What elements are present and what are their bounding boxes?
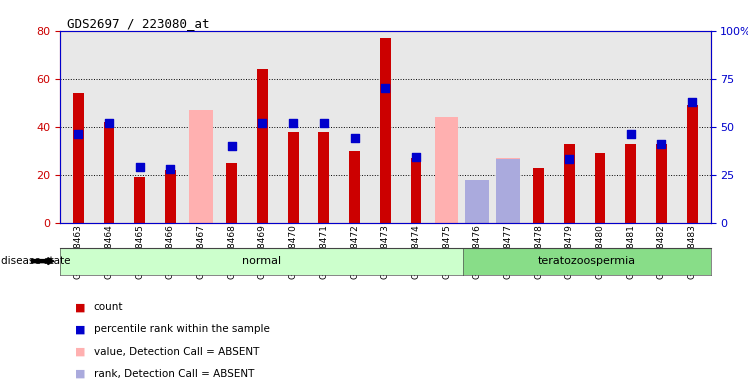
Bar	[533, 167, 544, 223]
Bar	[103, 122, 114, 223]
Text: normal: normal	[242, 256, 280, 266]
Bar	[257, 69, 268, 223]
Bar	[625, 144, 636, 223]
Text: ■: ■	[75, 369, 85, 379]
Point	[73, 131, 85, 137]
Bar	[189, 110, 213, 223]
Bar	[595, 153, 605, 223]
Point	[349, 135, 361, 141]
Bar	[496, 158, 520, 223]
Point	[226, 143, 238, 149]
Text: teratozoospermia: teratozoospermia	[538, 256, 636, 266]
Point	[379, 85, 391, 91]
Text: value, Detection Call = ABSENT: value, Detection Call = ABSENT	[94, 347, 259, 357]
Bar	[135, 177, 145, 223]
Point	[257, 120, 269, 126]
Point	[410, 154, 422, 161]
Bar	[411, 158, 421, 223]
Bar	[564, 144, 574, 223]
Text: ■: ■	[75, 324, 85, 334]
Point	[686, 99, 698, 105]
Text: ■: ■	[75, 302, 85, 312]
Point	[625, 131, 637, 137]
Text: count: count	[94, 302, 123, 312]
Text: percentile rank within the sample: percentile rank within the sample	[94, 324, 269, 334]
Bar	[349, 151, 360, 223]
Bar	[687, 105, 698, 223]
Point	[287, 120, 299, 126]
Point	[655, 141, 667, 147]
Point	[318, 120, 330, 126]
Point	[103, 120, 115, 126]
Bar	[496, 159, 520, 223]
Text: GDS2697 / 223080_at: GDS2697 / 223080_at	[67, 17, 210, 30]
Text: disease state: disease state	[1, 256, 71, 266]
Bar	[435, 117, 459, 223]
Bar	[165, 170, 176, 223]
Point	[165, 166, 177, 172]
Point	[134, 164, 146, 170]
Bar	[380, 38, 390, 223]
Bar	[319, 131, 329, 223]
Text: ■: ■	[75, 347, 85, 357]
Bar	[73, 93, 84, 223]
Bar	[288, 131, 298, 223]
Bar	[227, 163, 237, 223]
Point	[563, 156, 575, 162]
Bar	[465, 187, 489, 223]
Bar	[656, 144, 667, 223]
Bar	[465, 180, 489, 223]
Text: rank, Detection Call = ABSENT: rank, Detection Call = ABSENT	[94, 369, 254, 379]
